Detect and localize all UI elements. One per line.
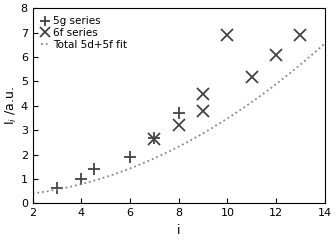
6f series [274, 53, 278, 56]
Total 5d+5f fit [67, 186, 71, 188]
5g series [79, 178, 83, 181]
Line: 6f series: 6f series [149, 29, 306, 144]
6f series [177, 124, 181, 127]
6f series [201, 109, 205, 112]
Total 5d+5f fit [151, 157, 155, 160]
Total 5d+5f fit [335, 31, 336, 34]
6f series [225, 33, 229, 36]
6f series [201, 92, 205, 95]
5g series [91, 168, 95, 171]
5g series [128, 156, 132, 159]
Total 5d+5f fit [130, 166, 134, 169]
Y-axis label: I$_i$ /a.u.: I$_i$ /a.u. [4, 86, 19, 125]
5g series [177, 112, 181, 114]
Total 5d+5f fit [250, 100, 254, 103]
X-axis label: i: i [177, 224, 180, 237]
Total 5d+5f fit [252, 99, 256, 102]
Line: 5g series: 5g series [51, 107, 184, 193]
Line: Total 5d+5f fit: Total 5d+5f fit [33, 32, 336, 194]
Legend: 5g series, 6f series, Total 5d+5f fit: 5g series, 6f series, Total 5d+5f fit [38, 13, 131, 53]
6f series [250, 75, 254, 78]
5g series [55, 186, 59, 189]
6f series [152, 137, 156, 140]
Total 5d+5f fit [222, 119, 226, 122]
Total 5d+5f fit [31, 192, 35, 195]
5g series [152, 136, 156, 139]
6f series [298, 33, 302, 36]
